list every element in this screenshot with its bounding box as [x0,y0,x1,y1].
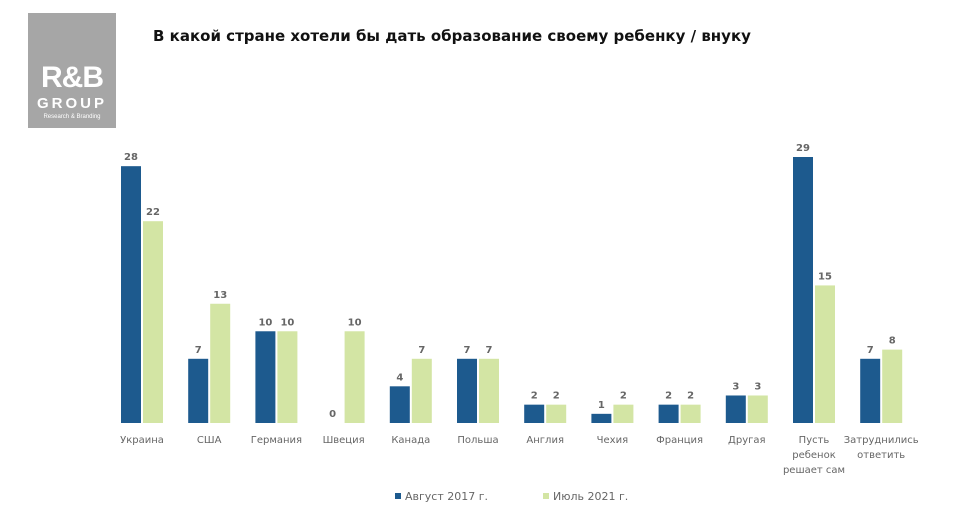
data-label: 1 [598,400,605,411]
legend-label: Июль 2021 г. [553,490,628,503]
bar-2017 [860,358,881,423]
data-label: 7 [867,345,874,356]
x-tick-label: Канада [391,435,430,446]
x-tick-label: Франция [656,435,703,446]
x-tick-label: Швеция [323,435,365,446]
data-label: 4 [396,372,403,383]
bar-2021 [277,331,298,423]
data-label: 7 [464,345,471,356]
data-label: 10 [258,317,272,328]
x-tick-label: Германия [251,435,302,446]
bar-2021 [882,349,903,423]
data-label: 8 [889,336,896,347]
bar-2021 [546,404,567,423]
data-label: 3 [732,381,739,392]
chart-title: В какой стране хотели бы дать образовани… [153,27,751,45]
bar-2017 [658,404,679,423]
data-label: 2 [531,391,538,402]
data-label: 15 [818,271,832,282]
legend-swatch [395,493,401,499]
bar-2021 [479,358,499,423]
logo-group: GROUP [36,95,107,112]
bar-2017 [121,166,141,423]
bar-2017 [793,157,813,423]
bar-2021 [815,285,835,423]
bar-2017 [188,358,209,423]
data-label: 7 [418,345,425,356]
logo-brand: R&B [41,61,104,94]
data-label: 2 [620,391,627,402]
bar-2021 [680,404,701,423]
data-label: 7 [486,345,493,356]
x-tick-label: Чехия [597,435,628,446]
x-tick-label: Другая [728,435,765,446]
data-label: 7 [195,345,202,356]
data-label: 2 [665,391,672,402]
x-tick-label: Украина [120,435,164,446]
data-label: 29 [796,143,810,154]
data-label: 28 [124,152,138,163]
x-tick-label: Пусть [799,435,830,446]
x-tick-label: решает сам [783,465,845,476]
bar-2021 [613,404,634,423]
data-label: 3 [754,381,761,392]
bar-2017 [255,331,276,423]
x-tick-label: Затруднились [844,435,919,446]
data-label: 22 [146,207,160,218]
bar-2021 [747,395,768,423]
rb-group-logo: R&B GROUP Research & Branding [28,13,116,128]
bar-2021 [344,331,365,423]
data-label: 2 [553,391,560,402]
data-label: 10 [280,317,294,328]
x-tick-label: ответить [857,450,905,461]
data-label: 2 [687,391,694,402]
bar-2021 [411,358,432,423]
bar-2021 [210,303,231,423]
bar-2021 [143,221,163,423]
x-tick-label: ребенок [792,450,836,461]
data-label: 13 [213,290,227,301]
logo-tagline: Research & Branding [43,114,101,120]
x-tick-label: Англия [526,435,564,446]
x-tick-label: Польша [457,435,498,446]
bar-2017 [389,386,410,423]
data-label: 0 [329,409,336,420]
bar-2017 [591,413,612,423]
x-tick-label: США [197,435,222,446]
bar-2017 [725,395,746,423]
bar-2017 [457,358,477,423]
legend-label: Август 2017 г. [405,490,488,503]
data-label: 10 [348,317,362,328]
bar-2017 [524,404,545,423]
legend-swatch [543,493,549,499]
